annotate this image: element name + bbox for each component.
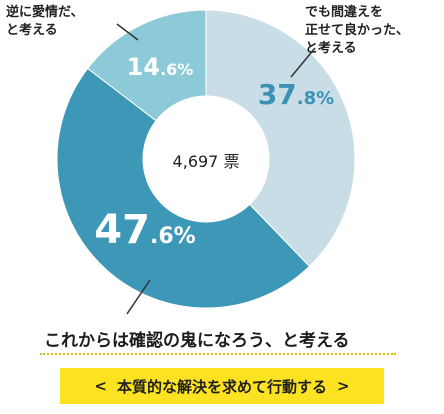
donut-hole [143, 96, 269, 222]
callout-love-line-2: と考える [6, 23, 58, 38]
slice-percent-label-2: 14.6% [127, 53, 194, 81]
main-label-underline [40, 353, 396, 355]
callout-love-line-1: 逆に愛情だ、 [6, 5, 84, 20]
cta-button[interactable]: < 本質的な解決を求めて行動する > [60, 368, 384, 404]
callout-glad-line-1: でも間違えを [305, 5, 384, 20]
cta-left-arrow-icon: < [94, 377, 107, 395]
callout-love: 逆に愛情だ、 と考える [6, 4, 84, 40]
total-votes-label: 4,697 票 [173, 152, 240, 171]
slice-percent-label-0: 37.8% [258, 78, 334, 111]
callout-glad-line-2: 正せて良かった、 [305, 23, 410, 38]
callout-line-left [116, 23, 139, 41]
slice-percent-label-1: 47.6% [94, 207, 195, 253]
callout-glad-line-3: と考える [305, 41, 357, 56]
cta-right-arrow-icon: > [337, 377, 350, 395]
main-answer-label: これからは確認の鬼になろう、と考える [44, 331, 350, 351]
callout-line-right [290, 47, 316, 78]
callout-glad: でも間違えを 正せて良かった、 と考える [305, 4, 409, 58]
callout-line-bottom [126, 279, 151, 315]
cta-label: 本質的な解決を求めて行動する [116, 377, 327, 396]
